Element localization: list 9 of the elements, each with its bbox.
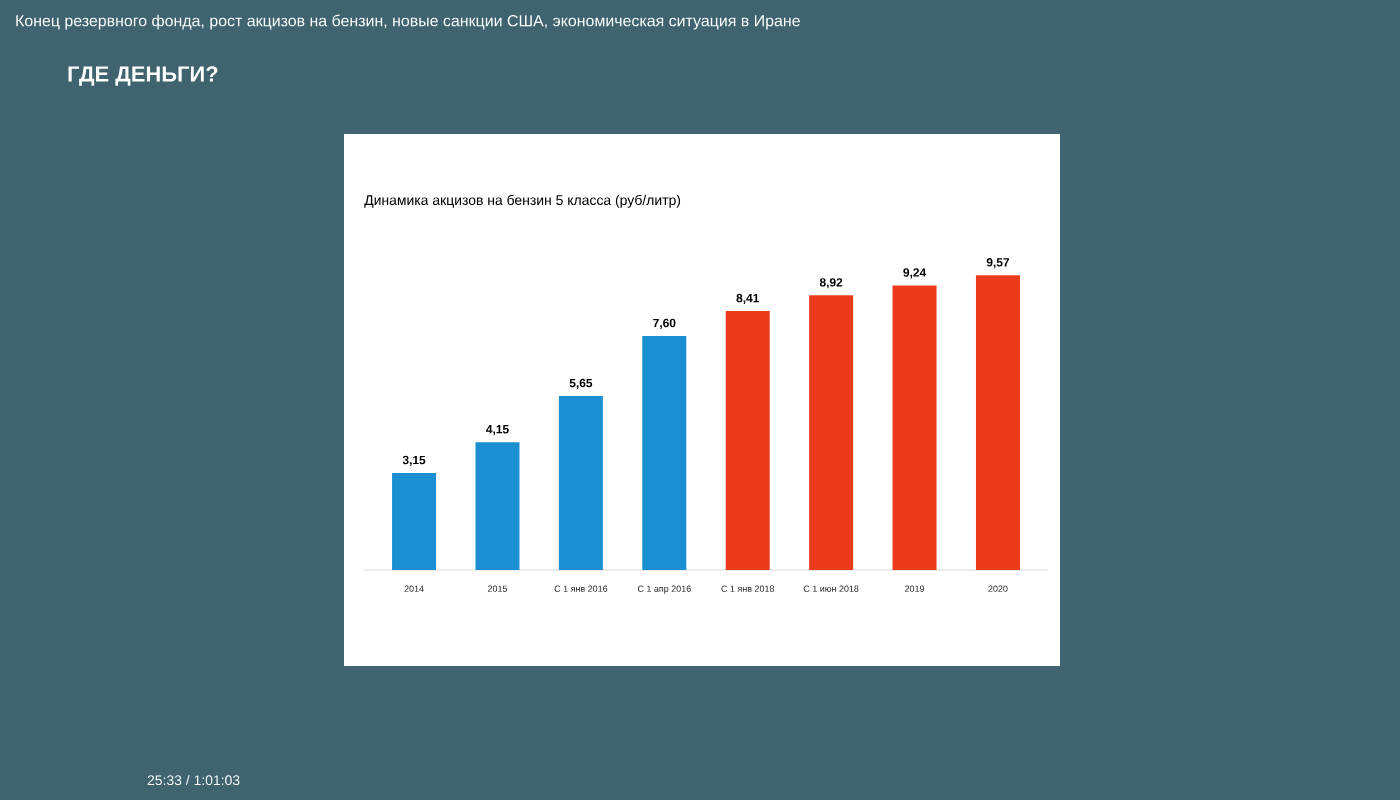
text: ГДЕ ДЕНЬГИ?: [68, 66, 218, 86]
bar: [475, 442, 520, 570]
bar: [725, 311, 770, 570]
bar: [892, 285, 937, 570]
bar: [975, 275, 1020, 570]
bar: [642, 336, 687, 570]
bar: [809, 295, 854, 570]
bar: [392, 473, 437, 570]
bar: [558, 396, 603, 570]
